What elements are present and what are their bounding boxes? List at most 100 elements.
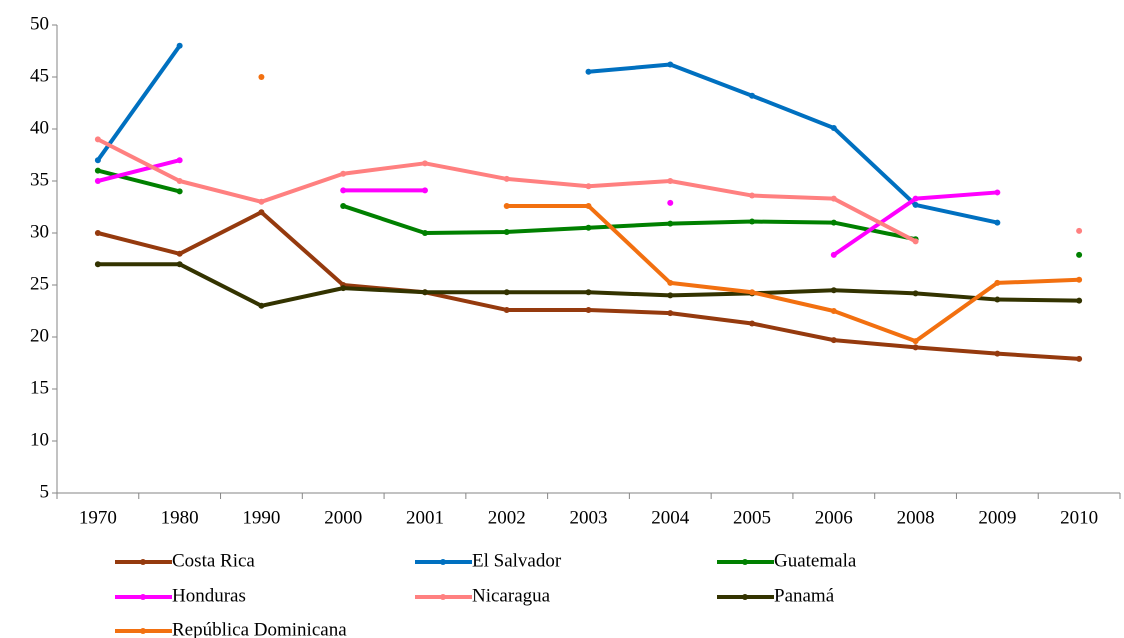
point — [94, 157, 101, 164]
point — [994, 189, 1001, 196]
point — [94, 261, 101, 268]
legend-marker — [140, 594, 146, 600]
x-tick-label: 2009 — [978, 507, 1016, 528]
point — [667, 199, 674, 206]
point — [1076, 251, 1083, 258]
legend-label: República Dominicana — [172, 619, 347, 638]
point — [340, 170, 347, 177]
point — [94, 230, 101, 236]
point — [994, 279, 1001, 286]
x-tick-label: 2006 — [815, 507, 853, 528]
point — [749, 289, 756, 296]
point — [340, 202, 347, 209]
point — [94, 136, 101, 143]
y-tick-label: 40 — [30, 117, 49, 138]
point — [830, 308, 837, 314]
point — [585, 306, 592, 313]
x-tick-label: 2000 — [324, 507, 362, 528]
point — [912, 290, 919, 297]
legend-label: Guatemala — [774, 550, 857, 571]
point — [1076, 276, 1083, 283]
point — [830, 219, 837, 226]
point — [667, 279, 674, 286]
point — [749, 92, 756, 99]
point — [585, 68, 592, 75]
point — [176, 178, 183, 184]
point — [585, 202, 592, 209]
point — [421, 160, 428, 167]
y-tick-label: 30 — [30, 221, 49, 242]
y-tick-label: 20 — [30, 325, 49, 346]
x-tick-label: 2003 — [570, 507, 608, 528]
x-tick-label: 2001 — [406, 507, 444, 528]
y-tick-label: 15 — [30, 377, 49, 398]
legend-label: Honduras — [172, 585, 246, 606]
point — [667, 292, 674, 299]
y-tick-label: 25 — [30, 273, 49, 294]
point — [340, 285, 347, 292]
point — [1076, 355, 1083, 362]
x-tick-label: 2005 — [733, 507, 771, 528]
point — [830, 124, 837, 131]
legend-marker — [742, 559, 748, 565]
legend-marker — [440, 559, 446, 565]
legend-marker — [140, 559, 146, 565]
x-tick-label: 1990 — [242, 507, 280, 528]
point — [667, 310, 674, 317]
point — [503, 202, 510, 209]
point — [503, 306, 510, 313]
point — [176, 157, 183, 164]
point — [176, 250, 183, 257]
point — [585, 183, 592, 190]
point — [258, 198, 265, 205]
legend-label: Costa Rica — [172, 550, 255, 571]
point — [830, 251, 837, 258]
x-tick-label: 2010 — [1060, 507, 1098, 528]
point — [94, 178, 101, 184]
point — [421, 230, 428, 236]
x-tick-label: 2008 — [897, 507, 935, 528]
y-tick-label: 50 — [30, 13, 49, 34]
point — [258, 302, 265, 309]
legend-label: Panamá — [774, 585, 835, 606]
series-line — [97, 210, 1080, 361]
point — [503, 289, 510, 296]
point — [912, 201, 919, 208]
point — [176, 42, 183, 49]
point — [585, 289, 592, 296]
y-tick-label: 45 — [30, 65, 49, 86]
point — [912, 344, 919, 351]
point — [912, 238, 919, 245]
point — [749, 192, 756, 199]
point — [340, 187, 347, 194]
point — [421, 289, 428, 296]
point — [912, 195, 919, 202]
legend-marker — [440, 594, 446, 600]
point — [994, 350, 1001, 357]
point — [176, 188, 183, 195]
point — [258, 74, 265, 80]
point — [585, 224, 592, 231]
point — [503, 228, 510, 235]
point — [667, 220, 674, 227]
legend-label: El Salvador — [472, 550, 562, 571]
point — [830, 337, 837, 344]
y-tick-label: 10 — [30, 429, 49, 450]
point — [421, 187, 428, 194]
point — [94, 167, 101, 174]
point — [176, 261, 183, 268]
y-tick-label: 5 — [40, 481, 50, 502]
point — [994, 296, 1001, 303]
point — [1076, 297, 1083, 304]
x-tick-label: 2002 — [488, 507, 526, 528]
legend-marker — [140, 628, 146, 634]
point — [912, 338, 919, 345]
point — [258, 209, 265, 216]
point — [994, 219, 1001, 226]
point — [749, 320, 756, 327]
point — [1076, 227, 1083, 234]
series-line — [96, 44, 998, 225]
y-tick-label: 35 — [30, 169, 49, 190]
legend-marker — [742, 594, 748, 600]
